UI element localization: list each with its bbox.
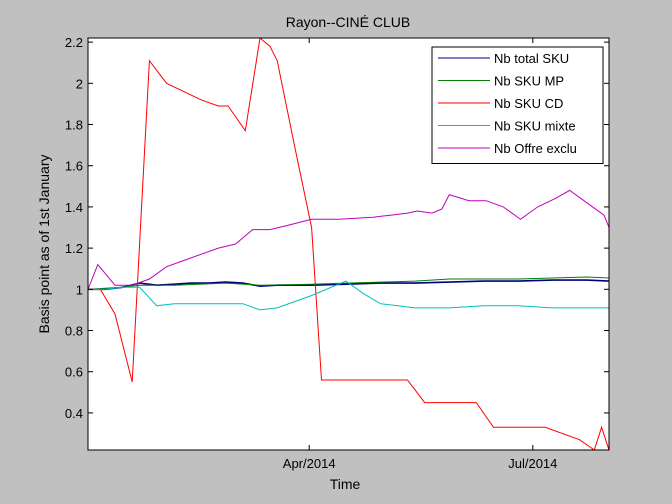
series-line-nb-sku-mp [88, 276, 609, 290]
legend-label-nb-sku-mp: Nb SKU MP [494, 74, 564, 89]
series-line-nb-sku-cd [88, 38, 609, 450]
y-tick-label: 1.4 [65, 200, 83, 215]
y-tick-label: 1.2 [65, 241, 83, 256]
y-tick-label: 2.2 [65, 35, 83, 50]
series-line-nb-offre-exclu [88, 189, 609, 290]
y-tick-label: 1.6 [65, 159, 83, 174]
y-tick-label: 0.4 [65, 406, 83, 421]
chart-title: Rayon--CINÉ CLUB [286, 14, 410, 30]
plot-frame [87, 37, 610, 451]
x-axis: Apr/2014 Jul/2014 [283, 38, 557, 471]
legend-label-nb-total-sku: Nb total SKU [494, 51, 569, 66]
y-tick-label: 0.6 [65, 365, 83, 380]
y-tick-label: 1 [76, 282, 83, 297]
legend-box [431, 46, 604, 164]
legend-label-nb-sku-cd: Nb SKU CD [494, 96, 563, 111]
y-tick-label: 1.8 [65, 118, 83, 133]
x-axis-label: Time [330, 476, 361, 492]
y-axis-label: Basis point as of 1st January [36, 155, 52, 334]
series-layer [88, 38, 609, 450]
x-tick-label: Apr/2014 [283, 456, 336, 471]
legend-label-nb-sku-mixte: Nb SKU mixte [494, 119, 576, 134]
y-tick-label: 0.8 [65, 324, 83, 339]
y-axis: 0.4 0.6 0.8 1 1.2 1.4 1.6 1.8 2 2.2 [65, 35, 609, 421]
y-tick-label: 2 [76, 76, 83, 91]
legend: Nb total SKU Nb SKU MP Nb SKU CD Nb SKU mix… [431, 46, 604, 164]
series-line-nb-sku-mixte [88, 280, 609, 311]
x-tick-label: Jul/2014 [508, 456, 557, 471]
legend-label-nb-offre-exclu: Nb Offre exclu [494, 141, 577, 156]
